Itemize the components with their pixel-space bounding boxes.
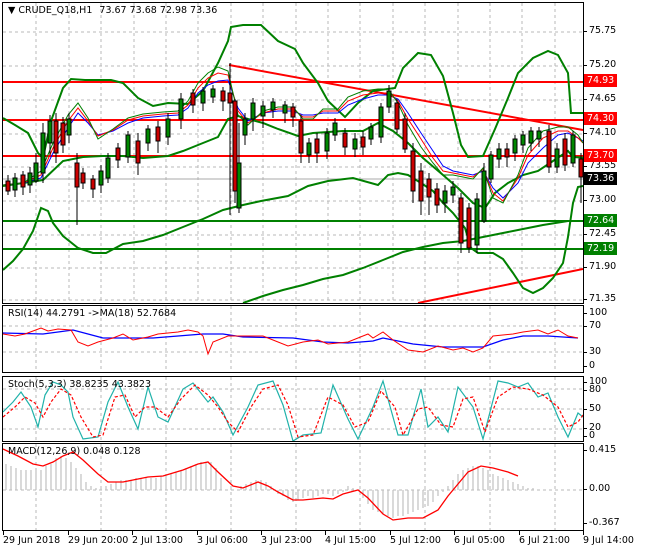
time-axis: 29 Jun 2018 29 Jun 20:00 2 Jul 13:00 3 J… [2, 530, 634, 551]
time-label: 5 Jul 12:00 [390, 531, 441, 546]
time-label: 3 Jul 06:00 [197, 531, 248, 546]
macd-tick: 0.00 [583, 483, 610, 495]
stochastic-axis: 100 80 50 20 0 [583, 376, 650, 442]
macd-pane[interactable]: MACD(12,26,9) 0.048 0.128 [2, 443, 584, 531]
time-label: 29 Jun 20:00 [68, 531, 129, 546]
macd-canvas [3, 444, 583, 530]
rsi-tick: 70 [583, 320, 601, 332]
rsi-canvas [3, 306, 583, 372]
time-label: 3 Jul 23:00 [261, 531, 312, 546]
chart-title: ▼ CRUDE_Q18,H1 73.67 73.68 72.98 73.36 [8, 5, 217, 16]
stoch-tick: 50 [583, 403, 601, 415]
stochastic-label: Stoch(5,3,3) 38.8235 43.3823 [8, 379, 152, 390]
level-tag-73-70: 73.70 [584, 149, 618, 162]
macd-label: MACD(12,26,9) 0.048 0.128 [8, 446, 141, 457]
stoch-tick: 0 [583, 430, 595, 442]
level-tag-72-64: 72.64 [584, 214, 618, 227]
symbol-label: CRUDE_Q18,H1 [18, 5, 93, 16]
time-label: 9 Jul 14:00 [583, 531, 634, 546]
time-label: 29 Jun 2018 [3, 531, 61, 546]
level-tag-74-30: 74.30 [584, 112, 618, 125]
price-chart-pane[interactable]: ▼ CRUDE_Q18,H1 73.67 73.68 72.98 73.36 [2, 2, 584, 304]
rsi-label: RSI(14) 44.2791 ->MA(18) 52.7684 [8, 308, 177, 319]
rsi-tick: 100 [583, 307, 607, 319]
time-label: 4 Jul 15:00 [325, 531, 376, 546]
ohlc-values: 73.67 73.68 72.98 73.36 [99, 5, 218, 16]
price-tick: 73.55 [583, 160, 616, 172]
time-label: 2 Jul 13:00 [132, 531, 183, 546]
stochastic-pane[interactable]: Stoch(5,3,3) 38.8235 43.3823 [2, 376, 584, 442]
price-tick: 71.35 [583, 293, 616, 305]
price-axis: 75.75 75.20 74.65 74.10 73.55 73.00 72.4… [583, 2, 650, 305]
level-tag-74-93: 74.93 [584, 74, 618, 87]
dropdown-triangle-icon[interactable]: ▼ [8, 5, 16, 16]
macd-axis: 0.415 0.00 -0.367 [583, 443, 650, 529]
price-tick: 75.20 [583, 59, 616, 71]
price-tick: 74.65 [583, 93, 616, 105]
price-tick: 73.00 [583, 194, 616, 206]
rsi-tick: 0 [583, 360, 595, 372]
time-label: 6 Jul 21:00 [519, 531, 570, 546]
rsi-pane[interactable]: RSI(14) 44.2791 ->MA(18) 52.7684 [2, 305, 584, 373]
rsi-axis: 100 70 30 0 [583, 305, 650, 371]
macd-tick: 0.415 [583, 444, 616, 456]
level-tag-72-19: 72.19 [584, 242, 618, 255]
stoch-tick: 100 [583, 376, 607, 388]
stochastic-canvas [3, 377, 583, 441]
macd-tick: -0.367 [583, 517, 620, 529]
time-label: 6 Jul 05:00 [454, 531, 505, 546]
price-tick: 74.10 [583, 127, 616, 139]
price-tick: 72.45 [583, 228, 616, 240]
price-chart-canvas [3, 3, 583, 303]
price-tick: 75.75 [583, 25, 616, 37]
stoch-tick: 80 [583, 384, 601, 396]
rsi-tick: 30 [583, 346, 601, 358]
stoch-tick: 20 [583, 422, 601, 434]
price-tick: 71.90 [583, 261, 616, 273]
current-price-tag: 73.36 [584, 172, 618, 185]
